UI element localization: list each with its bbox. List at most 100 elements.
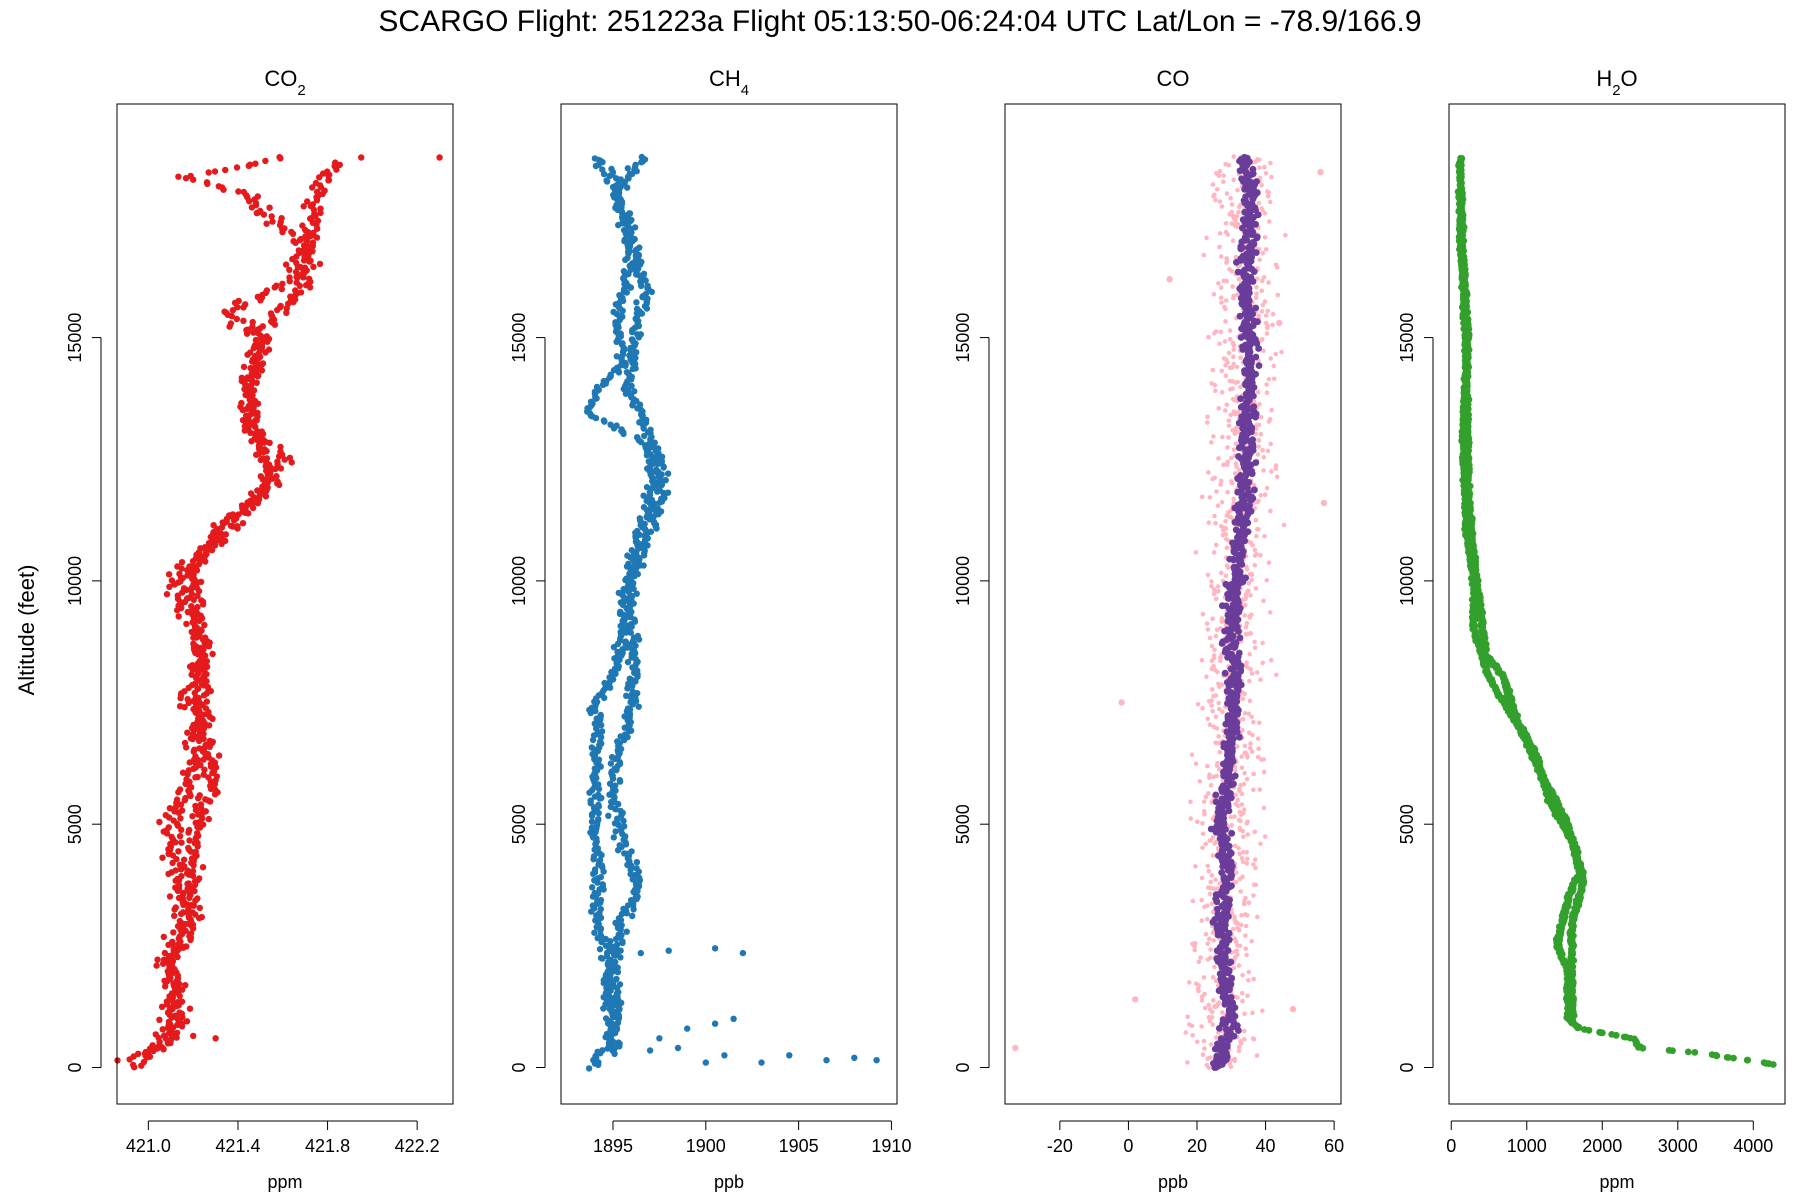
data-point [246, 161, 254, 168]
data-point [235, 297, 242, 305]
data-point [1230, 564, 1238, 571]
data-point [213, 773, 220, 780]
data-point [595, 801, 602, 809]
data-point [168, 833, 175, 841]
data-point [624, 552, 631, 559]
data-point [190, 902, 197, 909]
data-point [608, 165, 615, 173]
data-point [1250, 403, 1258, 411]
data-point [613, 975, 620, 983]
data-point [664, 489, 672, 496]
data-point [1264, 331, 1270, 336]
data-point [274, 480, 281, 487]
panel-title-subscript: 2 [297, 82, 305, 99]
data-point [640, 504, 648, 511]
data-point [185, 844, 192, 852]
data-point [1216, 1000, 1222, 1005]
data-point [1235, 649, 1243, 657]
data-point [166, 583, 173, 590]
data-point [249, 323, 256, 330]
data-point [1213, 197, 1218, 203]
data-point [591, 155, 599, 162]
data-point [1212, 647, 1217, 653]
data-point [602, 942, 610, 949]
data-point [1259, 288, 1265, 294]
data-point [1211, 550, 1217, 555]
data-point [1244, 620, 1250, 626]
data-point [1187, 980, 1192, 985]
data-point [1266, 560, 1272, 565]
data-point [1263, 320, 1269, 326]
data-point [1209, 583, 1214, 589]
data-point [294, 263, 302, 271]
y-axis-label: Altitude (feet) [14, 565, 39, 696]
outlier-point [212, 1035, 219, 1042]
outlier-point [873, 1057, 880, 1064]
data-point [1257, 402, 1262, 407]
data-point [1252, 563, 1258, 568]
data-point [1265, 308, 1270, 314]
x-tick-label: 1900 [686, 1136, 726, 1156]
data-point [636, 244, 643, 251]
data-point [1209, 440, 1214, 445]
data-point [1223, 573, 1229, 579]
data-point [1194, 1039, 1200, 1045]
data-point [196, 875, 203, 882]
data-point [229, 307, 237, 314]
data-point [1255, 362, 1263, 369]
data-point [1259, 206, 1264, 211]
data-point [1216, 589, 1221, 594]
data-point [1261, 757, 1266, 762]
data-point [620, 268, 628, 275]
data-point [1223, 373, 1229, 379]
data-point [1244, 952, 1249, 958]
data-point [1260, 1008, 1265, 1013]
data-point [1225, 489, 1230, 495]
data-point [1211, 998, 1216, 1003]
data-point [246, 349, 254, 356]
data-point [1216, 734, 1221, 739]
data-point [1237, 809, 1243, 815]
data-point [1231, 177, 1236, 183]
data-point [159, 1026, 166, 1033]
data-point [1211, 434, 1216, 439]
data-point [632, 161, 639, 168]
data-point [159, 854, 166, 861]
data-point [1243, 912, 1248, 917]
data-point [1252, 547, 1258, 553]
data-point [1208, 783, 1214, 788]
data-point [1241, 153, 1248, 161]
data-point [1219, 300, 1224, 305]
data-point [1206, 470, 1211, 475]
data-point [1269, 657, 1274, 663]
x-axis-label-co: ppb [1158, 1172, 1188, 1192]
data-point [1232, 1056, 1238, 1062]
data-point [146, 1045, 154, 1052]
data-point [1223, 298, 1229, 303]
data-point [1264, 485, 1270, 491]
data-point [309, 201, 316, 208]
data-point [178, 807, 186, 814]
data-point [1210, 708, 1215, 714]
data-point [1206, 1002, 1212, 1008]
data-point [1228, 514, 1234, 520]
data-point [202, 796, 209, 803]
data-point [310, 229, 317, 236]
data-point [178, 559, 186, 566]
data-point [1258, 493, 1264, 498]
outlier-point [646, 1047, 654, 1054]
data-point [227, 522, 235, 529]
data-point [1219, 204, 1225, 209]
data-point [1224, 563, 1230, 568]
data-point [261, 446, 269, 453]
data-point [614, 648, 621, 656]
data-point [1262, 164, 1267, 170]
outlier-point [1166, 276, 1173, 283]
data-point [587, 829, 594, 836]
data-point [1236, 209, 1241, 215]
data-point [162, 812, 169, 819]
data-point [307, 257, 314, 264]
data-point [248, 438, 255, 445]
